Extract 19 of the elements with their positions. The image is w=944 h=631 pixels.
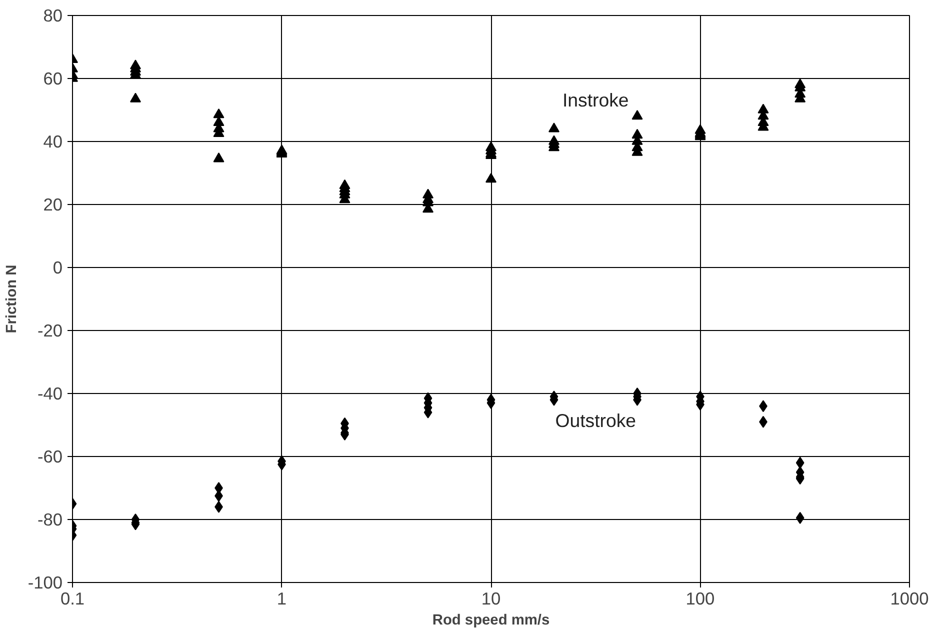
x-tick-label: 0.1 <box>60 588 85 608</box>
y-tick-label: -40 <box>37 384 62 404</box>
x-tick-label: 10 <box>481 588 501 608</box>
y-tick-label: -60 <box>37 446 62 466</box>
x-axis-title: Rod speed mm/s <box>432 612 550 628</box>
y-tick-label: 40 <box>43 132 63 152</box>
y-tick-label: 0 <box>52 258 63 278</box>
x-tick-label: 100 <box>686 588 715 608</box>
series-label: Outstroke <box>555 410 636 431</box>
y-tick-label: 60 <box>43 68 63 88</box>
y-tick-label: -80 <box>37 510 62 530</box>
x-tick-label: 1000 <box>890 588 929 608</box>
y-axis-title: Friction N <box>4 264 20 334</box>
series-label: Instroke <box>562 89 629 110</box>
y-tick-label: -20 <box>37 320 62 340</box>
y-tick-label: 80 <box>43 6 63 26</box>
y-tick-label: 20 <box>43 194 63 214</box>
y-tick-label: -100 <box>28 572 63 592</box>
x-tick-label: 1 <box>276 588 287 608</box>
